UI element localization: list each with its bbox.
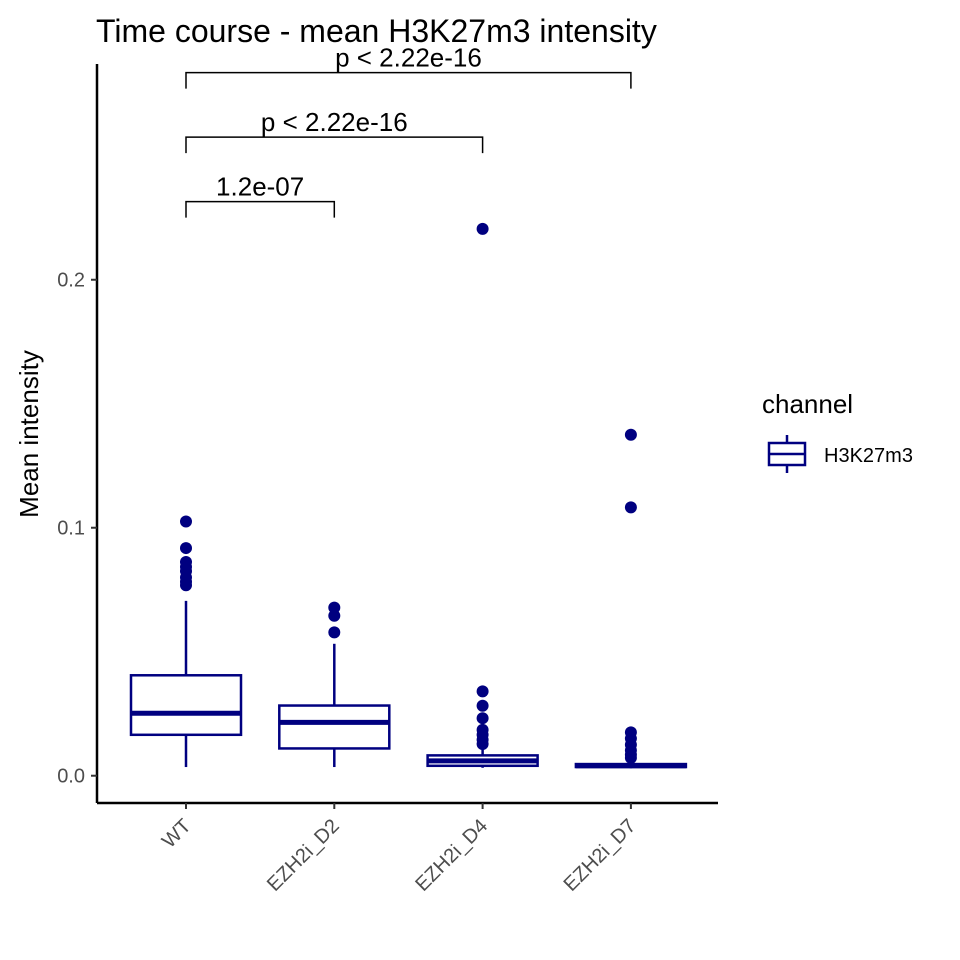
box-EZH2i_D4 bbox=[426, 222, 539, 768]
legend-entry-label: H3K27m3 bbox=[824, 445, 913, 467]
chart-title: Time course - mean H3K27m3 intensity bbox=[96, 13, 657, 49]
box-iqr bbox=[278, 704, 391, 750]
outlier-point bbox=[476, 723, 489, 736]
outlier-point bbox=[180, 555, 192, 568]
outlier-point bbox=[180, 515, 192, 528]
x-tick-label: EZH2i_D2 bbox=[263, 815, 344, 896]
x-tick-label: EZH2i_D4 bbox=[411, 815, 492, 896]
plot-area: 1.2e-07 p < 2.22e-16 p < 2.22e-16 bbox=[129, 43, 688, 769]
legend-title: channel bbox=[762, 389, 853, 419]
outlier-point bbox=[624, 501, 637, 514]
comparison-bracket: 1.2e-07 bbox=[185, 172, 336, 218]
comparison-bracket: p < 2.22e-16 bbox=[185, 43, 632, 89]
outlier-point bbox=[476, 222, 489, 235]
box-iqr bbox=[129, 674, 243, 737]
outlier-point bbox=[476, 685, 489, 698]
bracket-line bbox=[185, 136, 484, 154]
comparison-label: 1.2e-07 bbox=[216, 172, 304, 202]
y-tick-label: 0.0 bbox=[57, 766, 85, 788]
legend-key bbox=[767, 435, 807, 473]
outlier-point bbox=[328, 601, 341, 614]
x-tick-label: WT bbox=[158, 815, 196, 853]
x-tick-label: EZH2i_D7 bbox=[560, 815, 641, 896]
bracket-line bbox=[185, 71, 632, 89]
outlier-point bbox=[624, 726, 637, 739]
bracket-line bbox=[185, 200, 336, 218]
box-EZH2i_D7 bbox=[574, 428, 688, 769]
box-EZH2i_D2 bbox=[278, 601, 391, 768]
outlier-point bbox=[180, 542, 192, 555]
comparison-label: p < 2.22e-16 bbox=[261, 107, 408, 137]
outlier-point bbox=[476, 699, 489, 712]
comparison-bracket: p < 2.22e-16 bbox=[185, 107, 484, 154]
axes: 0.0 0.1 0.2 WT EZH2i_D2 EZH2i_D4 EZH2i_D7 bbox=[57, 64, 718, 896]
y-tick-label: 0.2 bbox=[57, 270, 85, 292]
outlier-point bbox=[624, 428, 637, 441]
y-tick-label: 0.1 bbox=[57, 518, 85, 540]
y-axis-title: Mean intensity bbox=[14, 350, 44, 518]
box-WT bbox=[129, 515, 243, 768]
outlier-point bbox=[476, 712, 489, 725]
outlier-point bbox=[328, 626, 341, 639]
legend: channel H3K27m3 bbox=[762, 389, 913, 473]
comparison-label: p < 2.22e-16 bbox=[335, 43, 482, 73]
